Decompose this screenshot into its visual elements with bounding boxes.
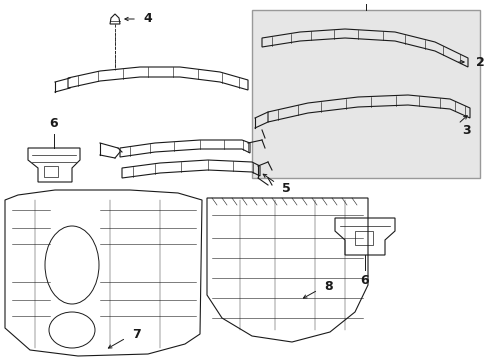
Text: 8: 8 [324,280,332,293]
Text: 4: 4 [142,13,151,26]
Text: 1: 1 [361,0,369,1]
Text: 3: 3 [461,123,469,136]
Text: 2: 2 [475,55,484,68]
Bar [251,10,479,178]
Bar [354,231,372,245]
Text: 5: 5 [282,181,290,194]
Bar [44,166,58,177]
Text: 6: 6 [50,117,58,130]
Text: 6: 6 [360,274,368,287]
Text: 7: 7 [132,328,141,341]
